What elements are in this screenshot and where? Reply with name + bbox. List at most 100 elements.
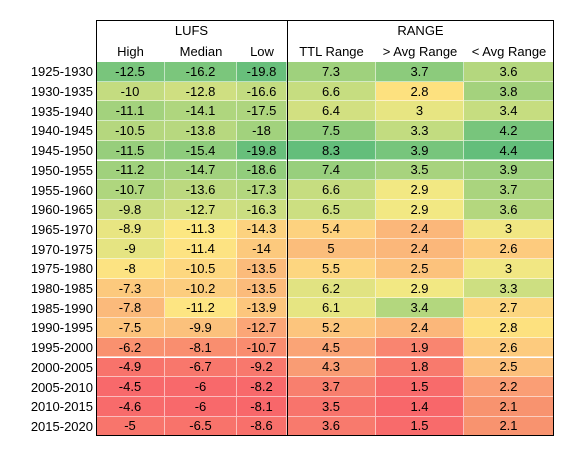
table-cell[interactable]: -4.5 [96,377,165,397]
table-cell[interactable]: -12.8 [165,81,237,102]
table-cell[interactable]: 3.7 [464,180,554,200]
table-cell[interactable]: 4.5 [287,337,376,358]
table-cell[interactable]: 5 [287,239,376,259]
table-cell[interactable]: 2.4 [376,219,464,240]
table-cell[interactable]: 3 [464,259,554,279]
table-cell[interactable]: -16.2 [165,62,237,82]
table-cell[interactable]: 4.4 [464,140,554,161]
table-cell[interactable]: 6.1 [287,298,376,319]
table-cell[interactable]: 3.9 [464,160,554,181]
table-cell[interactable]: -12.5 [96,62,165,82]
table-cell[interactable]: -17.3 [237,180,287,200]
table-cell[interactable]: 5.5 [287,259,376,279]
table-cell[interactable]: 3.3 [376,121,464,141]
table-cell[interactable]: 3 [376,101,464,122]
table-cell[interactable]: 2.9 [376,180,464,200]
table-cell[interactable]: -11.2 [165,298,237,319]
table-cell[interactable]: 3.7 [287,377,376,397]
table-cell[interactable]: -10.5 [165,259,237,279]
table-cell[interactable]: 1.9 [376,337,464,358]
table-cell[interactable]: 3.5 [376,160,464,181]
table-cell[interactable]: -8.1 [165,337,237,358]
table-cell[interactable]: -11.5 [96,140,165,161]
table-cell[interactable]: -19.8 [237,62,287,82]
table-cell[interactable]: -6 [165,396,237,417]
table-cell[interactable]: 4.3 [287,357,376,378]
table-cell[interactable]: 2.6 [464,239,554,259]
table-cell[interactable]: 3.4 [464,101,554,122]
table-cell[interactable]: -12.7 [165,199,237,220]
table-cell[interactable]: -7.5 [96,318,165,338]
table-cell[interactable]: -10.7 [237,337,287,358]
table-cell[interactable]: 5.2 [287,318,376,338]
table-cell[interactable]: -14 [237,239,287,259]
table-cell[interactable]: 6.6 [287,180,376,200]
table-cell[interactable]: 2.2 [464,377,554,397]
table-cell[interactable]: 2.1 [464,396,554,417]
table-cell[interactable]: 3.6 [464,199,554,220]
table-cell[interactable]: -12.7 [237,318,287,338]
table-cell[interactable]: -10.2 [165,278,237,299]
table-cell[interactable]: 2.4 [376,318,464,338]
table-cell[interactable]: -9 [96,239,165,259]
table-cell[interactable]: -18 [237,121,287,141]
table-cell[interactable]: 1.5 [376,416,464,437]
table-cell[interactable]: -6.7 [165,357,237,378]
table-cell[interactable]: -14.3 [237,219,287,240]
table-cell[interactable]: 2.9 [376,278,464,299]
table-cell[interactable]: 3.6 [464,62,554,82]
table-cell[interactable]: -11.2 [96,160,165,181]
table-cell[interactable]: -10.5 [96,121,165,141]
table-cell[interactable]: 1.5 [376,377,464,397]
table-cell[interactable]: 2.8 [464,318,554,338]
table-cell[interactable]: -7.8 [96,298,165,319]
table-cell[interactable]: 3.8 [464,81,554,102]
table-cell[interactable]: -11.1 [96,101,165,122]
table-cell[interactable]: -7.3 [96,278,165,299]
table-cell[interactable]: -11.4 [165,239,237,259]
table-cell[interactable]: 8.3 [287,140,376,161]
table-cell[interactable]: -18.6 [237,160,287,181]
table-cell[interactable]: 3.5 [287,396,376,417]
table-cell[interactable]: 3.3 [464,278,554,299]
table-cell[interactable]: -13.5 [237,278,287,299]
table-cell[interactable]: -14.1 [165,101,237,122]
table-cell[interactable]: -13.9 [237,298,287,319]
table-cell[interactable]: -10 [96,81,165,102]
table-cell[interactable]: 2.5 [376,259,464,279]
table-cell[interactable]: 6.2 [287,278,376,299]
table-cell[interactable]: 3.7 [376,62,464,82]
table-cell[interactable]: -11.3 [165,219,237,240]
table-cell[interactable]: -8.2 [237,377,287,397]
table-cell[interactable]: 1.4 [376,396,464,417]
table-cell[interactable]: -9.9 [165,318,237,338]
table-cell[interactable]: -17.5 [237,101,287,122]
table-cell[interactable]: -13.5 [237,259,287,279]
table-cell[interactable]: 7.3 [287,62,376,82]
table-cell[interactable]: -8 [96,259,165,279]
table-cell[interactable]: -9.2 [237,357,287,378]
table-cell[interactable]: -4.9 [96,357,165,378]
table-cell[interactable]: -5 [96,416,165,437]
table-cell[interactable]: -9.8 [96,199,165,220]
table-cell[interactable]: 2.4 [376,239,464,259]
table-cell[interactable]: -8.1 [237,396,287,417]
table-cell[interactable]: 7.4 [287,160,376,181]
table-cell[interactable]: -4.6 [96,396,165,417]
table-cell[interactable]: -6.5 [165,416,237,437]
table-cell[interactable]: -6 [165,377,237,397]
table-cell[interactable]: -6.2 [96,337,165,358]
table-cell[interactable]: 1.8 [376,357,464,378]
table-cell[interactable]: 6.5 [287,199,376,220]
table-cell[interactable]: -16.6 [237,81,287,102]
table-cell[interactable]: 3.4 [376,298,464,319]
table-cell[interactable]: 7.5 [287,121,376,141]
table-cell[interactable]: 2.8 [376,81,464,102]
table-cell[interactable]: -15.4 [165,140,237,161]
table-cell[interactable]: 2.6 [464,337,554,358]
table-cell[interactable]: -14.7 [165,160,237,181]
table-cell[interactable]: -8.6 [237,416,287,437]
table-cell[interactable]: -19.8 [237,140,287,161]
table-cell[interactable]: -16.3 [237,199,287,220]
table-cell[interactable]: 3.6 [287,416,376,437]
